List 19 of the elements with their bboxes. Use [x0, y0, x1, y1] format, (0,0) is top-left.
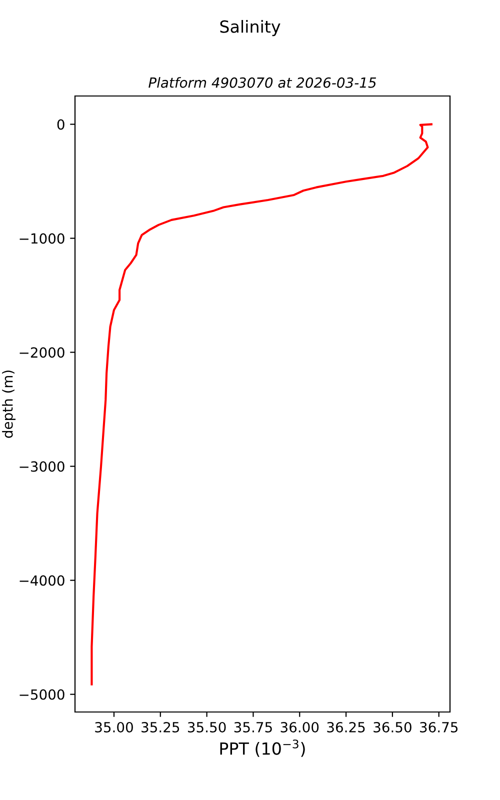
chart-subtitle: Platform 4903070 at 2026-03-15 — [148, 77, 376, 88]
x-axis-title: PPT (10$^{−3}$) — [220, 740, 305, 757]
line-series — [90, 123, 432, 686]
y-tick-label: −5000 — [20, 689, 64, 700]
y-tick-label: −2000 — [20, 347, 64, 358]
y-tick-label: 0 — [57, 119, 64, 130]
y-tick-label: −3000 — [20, 461, 64, 472]
x-tick-label: 35.75 — [234, 722, 272, 732]
x-tick-label: 36.00 — [280, 722, 319, 732]
x-tick-label: 35.50 — [188, 722, 226, 732]
x-tick-label: 36.50 — [374, 722, 412, 732]
x-tick-label: 35.00 — [95, 722, 133, 732]
x-tick-label: 36.25 — [327, 722, 365, 732]
y-axis-title: depth (m) — [2, 370, 16, 438]
chart-title: Salinity — [220, 20, 280, 36]
x-tick-label: 36.75 — [420, 722, 458, 732]
y-tick-label: −1000 — [20, 233, 64, 244]
x-tick-label: 35.25 — [142, 722, 180, 732]
y-tick-label: −4000 — [20, 575, 64, 586]
